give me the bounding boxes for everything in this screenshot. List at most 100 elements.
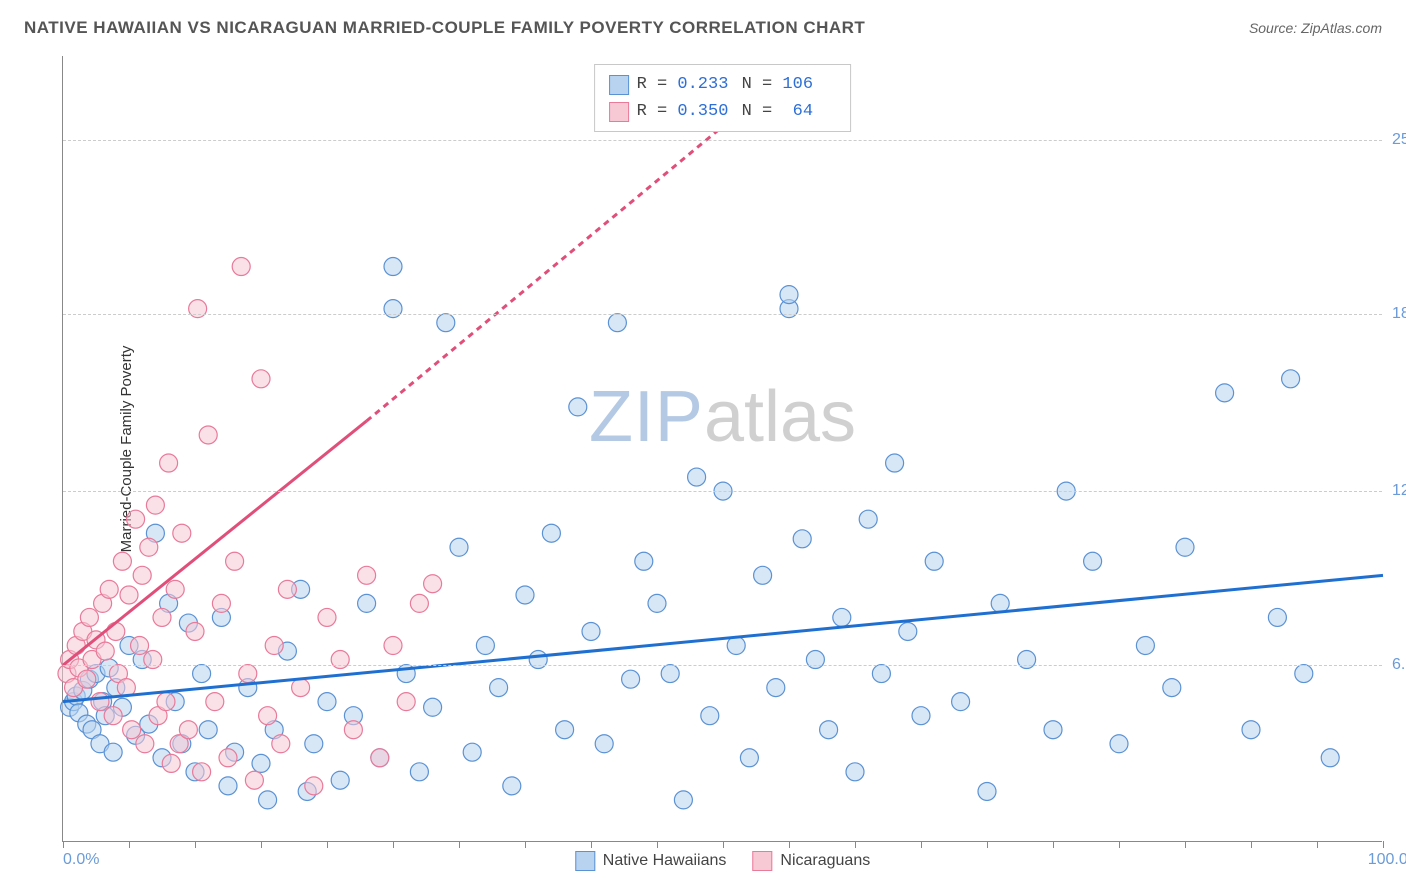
scatter-point	[661, 665, 679, 683]
scatter-point	[259, 791, 277, 809]
scatter-point	[272, 735, 290, 753]
scatter-point	[701, 707, 719, 725]
x-tick	[1053, 841, 1054, 848]
scatter-point	[239, 665, 257, 683]
series-legend-label: Nicaraguans	[780, 852, 870, 870]
scatter-point	[622, 670, 640, 688]
scatter-point	[912, 707, 930, 725]
scatter-point	[104, 743, 122, 761]
x-axis-max-label: 100.0%	[1368, 851, 1406, 869]
scatter-point	[162, 754, 180, 772]
scatter-point	[104, 707, 122, 725]
scatter-point	[131, 637, 149, 655]
scatter-point	[259, 707, 277, 725]
scatter-point	[608, 314, 626, 332]
scatter-point	[925, 552, 943, 570]
x-tick	[591, 841, 592, 848]
scatter-point	[358, 594, 376, 612]
series-legend-label: Native Hawaiians	[603, 852, 727, 870]
scatter-point	[1242, 721, 1260, 739]
scatter-point	[410, 763, 428, 781]
scatter-point	[136, 735, 154, 753]
scatter-point	[146, 496, 164, 514]
scatter-point	[437, 314, 455, 332]
scatter-point	[331, 771, 349, 789]
scatter-point	[371, 749, 389, 767]
scatter-point	[232, 258, 250, 276]
scatter-point	[872, 665, 890, 683]
scatter-point	[1084, 552, 1102, 570]
scatter-point	[952, 693, 970, 711]
scatter-point	[199, 426, 217, 444]
scatter-point	[476, 637, 494, 655]
y-tick-label: 12.5%	[1382, 482, 1406, 500]
scatter-point	[978, 782, 996, 800]
scatter-point	[635, 552, 653, 570]
series-legend-item: Nicaraguans	[752, 851, 870, 871]
scatter-point	[133, 566, 151, 584]
correlation-legend-row: R = 0.233 N = 106	[609, 71, 837, 98]
y-gridline	[63, 140, 1382, 141]
scatter-point	[305, 735, 323, 753]
scatter-point	[1163, 679, 1181, 697]
scatter-point	[767, 679, 785, 697]
scatter-point	[318, 693, 336, 711]
legend-swatch	[609, 102, 629, 122]
chart-svg	[63, 56, 1382, 841]
scatter-point	[199, 721, 217, 739]
x-tick	[855, 841, 856, 848]
scatter-point	[318, 608, 336, 626]
x-tick	[789, 841, 790, 848]
x-tick	[459, 841, 460, 848]
scatter-point	[410, 594, 428, 612]
y-tick-label: 6.3%	[1382, 656, 1406, 674]
scatter-point	[120, 586, 138, 604]
scatter-point	[96, 642, 114, 660]
scatter-point	[859, 510, 877, 528]
scatter-point	[397, 693, 415, 711]
x-axis-min-label: 0.0%	[63, 851, 99, 869]
y-gridline	[63, 314, 1382, 315]
scatter-point	[833, 608, 851, 626]
scatter-point	[153, 608, 171, 626]
scatter-point	[1268, 608, 1286, 626]
scatter-point	[278, 580, 296, 598]
scatter-point	[1136, 637, 1154, 655]
scatter-point	[556, 721, 574, 739]
x-tick	[921, 841, 922, 848]
trend-line	[367, 126, 723, 421]
scatter-point	[1044, 721, 1062, 739]
x-tick	[1185, 841, 1186, 848]
scatter-point	[358, 566, 376, 584]
scatter-point	[292, 679, 310, 697]
y-gridline	[63, 491, 1382, 492]
scatter-point	[820, 721, 838, 739]
x-tick	[723, 841, 724, 848]
scatter-point	[1110, 735, 1128, 753]
scatter-point	[127, 510, 145, 528]
scatter-point	[140, 538, 158, 556]
scatter-point	[123, 721, 141, 739]
scatter-point	[193, 665, 211, 683]
legend-swatch	[609, 75, 629, 95]
correlation-legend: R = 0.233 N = 106R = 0.350 N = 64	[594, 64, 852, 132]
series-legend-item: Native Hawaiians	[575, 851, 727, 871]
scatter-point	[78, 670, 96, 688]
scatter-point	[463, 743, 481, 761]
chart-source: Source: ZipAtlas.com	[1249, 20, 1382, 36]
chart-plot-area: Married-Couple Family Poverty ZIPatlas R…	[62, 56, 1382, 842]
scatter-point	[344, 721, 362, 739]
scatter-point	[569, 398, 587, 416]
scatter-point	[245, 771, 263, 789]
scatter-point	[179, 721, 197, 739]
scatter-point	[113, 552, 131, 570]
scatter-point	[424, 698, 442, 716]
legend-swatch	[575, 851, 595, 871]
x-tick	[1383, 841, 1384, 848]
scatter-point	[219, 749, 237, 767]
scatter-point	[899, 622, 917, 640]
scatter-point	[450, 538, 468, 556]
x-tick	[261, 841, 262, 848]
scatter-point	[219, 777, 237, 795]
scatter-point	[252, 754, 270, 772]
